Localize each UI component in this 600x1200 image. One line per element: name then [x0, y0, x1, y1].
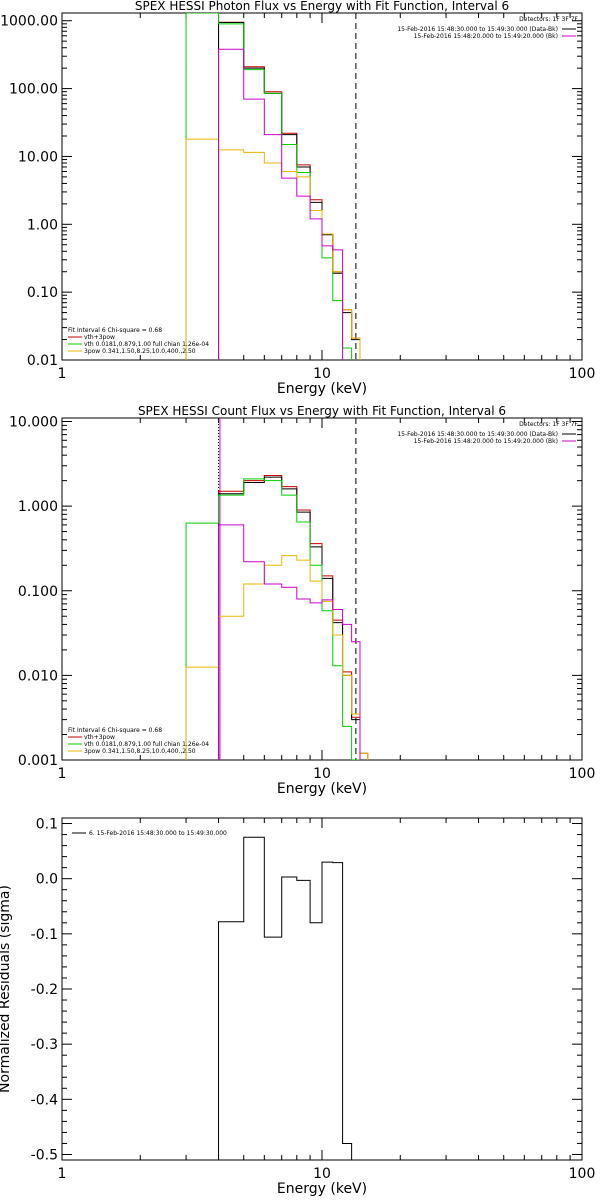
top-legend-label: 15-Feb-2016 15:48:30.000 to 15:49:30.000… — [397, 431, 558, 438]
series-vth — [185, 478, 361, 760]
y-tick-label: 1.000 — [18, 499, 58, 515]
fit-legend-label: vth 0.0181,0.879,1.00 full chian 1.26e-0… — [84, 341, 209, 348]
top-legend-label: 15-Feb-2016 15:48:20.000 to 15:49:20.000… — [414, 438, 558, 445]
series-data — [218, 22, 361, 360]
fit-legend-header: Fit Interval 6 Chi-square = 0.68 — [68, 727, 162, 734]
series-vth-3pow — [218, 475, 369, 760]
fit-legend-label: vth 0.0181,0.879,1.00 full chian 1.26e-0… — [84, 741, 209, 748]
series-group — [185, 13, 361, 360]
fit-legend-label: vth+3pow — [84, 334, 115, 341]
x-tick-label: 1 — [58, 766, 67, 782]
x-tick-label: 10 — [313, 366, 331, 382]
series-bk — [218, 524, 361, 760]
y-tick-label: 1.00 — [27, 217, 58, 233]
series-vth-3pow — [218, 21, 361, 360]
chart-title: SPEX HESSI Count Flux vs Energy with Fit… — [138, 404, 506, 418]
legend-label: 6. 15-Feb-2016 15:48:30.000 to 15:49:30.… — [89, 830, 227, 837]
series-3pow — [185, 138, 361, 360]
y-tick-label: 0.01 — [27, 353, 58, 369]
y-tick-label: 10.00 — [18, 149, 58, 165]
series-6-15-feb-2016-15-48-30-000-to-15-49-30-000 — [218, 836, 353, 1160]
y-tick-label: -0.1 — [31, 927, 58, 943]
series-data — [218, 476, 361, 760]
fit-legend-label: 3pow 0.341,1.50,8.25,10.0,400.,2.50 — [84, 748, 196, 755]
top-legend-label: 15-Feb-2016 15:48:20.000 to 15:49:20.000… — [414, 33, 558, 40]
fit-legend-label: 3pow 0.341,1.50,8.25,10.0,400.,2.50 — [84, 348, 196, 355]
y-tick-label: 100.00 — [9, 82, 58, 98]
y-tick-label: 0.1 — [36, 817, 58, 833]
y-tick-label: 0.001 — [18, 753, 58, 769]
y-axis-label: Normalized Residuals (sigma) — [0, 885, 13, 1093]
series-group — [185, 475, 369, 760]
x-tick-label: 10 — [313, 766, 331, 782]
series-group — [218, 836, 353, 1160]
series-3pow — [185, 555, 369, 760]
fit-legend-header: Fit Interval 6 Chi-square = 0.68 — [68, 327, 162, 334]
y-tick-label: -0.3 — [31, 1037, 58, 1053]
top-legend-label: 15-Feb-2016 15:48:30.000 to 15:49:30.000… — [397, 26, 558, 33]
plot-frame — [61, 12, 583, 361]
x-tick-label: 1 — [58, 1166, 67, 1182]
x-tick-label: 100 — [569, 366, 596, 382]
detectors-label: Detectors: 1F 3F 7F — [519, 421, 578, 428]
chart-panel-1: SPEX HESSI Photon Flux vs Energy with Fi… — [0, 0, 595, 397]
y-tick-label: -0.5 — [31, 1147, 58, 1163]
y-tick-label: 0.100 — [18, 584, 58, 600]
series-vth — [185, 13, 353, 360]
x-tick-label: 1 — [58, 366, 67, 382]
x-axis-label: Energy (keV) — [277, 1181, 367, 1197]
y-tick-label: 0.010 — [18, 668, 58, 684]
x-tick-label: 10 — [313, 1166, 331, 1182]
chart-panel-3: 1 10 100 Energy (keV) 0.1 0.0 -0.1 -0.2 -0.3 -0.4… — [0, 817, 595, 1197]
detectors-label: Detectors: 1F 3F 7F — [519, 16, 578, 23]
chart-panel-2: SPEX HESSI Count Flux vs Energy with Fit… — [9, 404, 595, 797]
x-tick-label: 100 — [569, 766, 596, 782]
chart-title: SPEX HESSI Photon Flux vs Energy with Fi… — [135, 0, 509, 13]
y-tick-label: 0.10 — [27, 285, 58, 301]
y-tick-label: 10.000 — [9, 415, 58, 431]
x-axis-label: Energy (keV) — [277, 781, 367, 797]
x-axis-label: Energy (keV) — [277, 381, 367, 397]
x-tick-label: 100 — [569, 1166, 596, 1182]
y-tick-label: -0.2 — [31, 982, 58, 998]
fit-legend-label: vth+3pow — [84, 734, 115, 741]
y-tick-label: -0.4 — [31, 1092, 58, 1108]
y-tick-label: 1000.00 — [0, 14, 58, 30]
series-bk — [218, 48, 344, 360]
y-tick-label: 0.0 — [36, 872, 58, 888]
